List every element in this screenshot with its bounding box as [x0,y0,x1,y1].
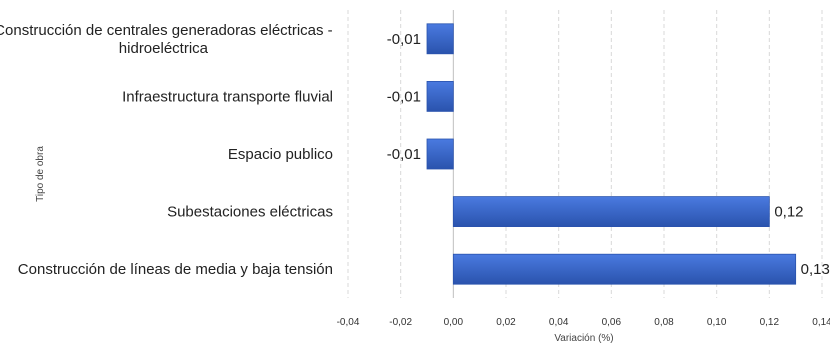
bar [452,253,797,285]
x-tick-label: 0,06 [602,317,622,328]
data-label: 0,13 [801,261,830,278]
category-label: Infraestructura transporte fluvial [122,88,333,105]
x-tick-label: 0,12 [760,317,780,328]
data-label: 0,12 [774,204,803,221]
x-tick-label: 0,02 [496,317,516,328]
y-axis-title: Tipo de obra [35,146,46,202]
x-tick-label: 0,10 [707,317,727,328]
x-tick-label: 0,00 [444,317,464,328]
category-label: Construcción de líneas de media y baja t… [18,261,333,278]
bar [452,196,770,228]
bar [426,138,454,170]
category-label: Espacio publico [228,146,333,163]
category-label: Construcción de centrales generadoras el… [0,22,333,57]
gridlines [347,10,823,298]
data-label: -0,01 [387,31,421,48]
x-tick-label: 0,04 [549,317,569,328]
x-axis-ticks: -0,04 -0,02 0,00 0,02 0,04 0,06 0,08 0,10 0,12 0,… [337,317,830,328]
data-label: -0,01 [387,146,421,163]
data-label: -0,01 [387,88,421,105]
bars [426,23,797,285]
bar [426,81,454,112]
data-labels: -0,01 -0,01 -0,01 0,12 0,13 [387,31,830,278]
x-axis-title: Variación (%) [554,333,613,344]
x-tick-label: -0,04 [337,317,360,328]
category-labels: Construcción de centrales generadoras el… [0,22,333,278]
bar [426,23,454,55]
x-tick-label: 0,08 [654,317,674,328]
category-label: Subestaciones eléctricas [167,204,333,221]
x-tick-label: 0,14 [812,317,830,328]
x-tick-label: -0,02 [389,317,412,328]
